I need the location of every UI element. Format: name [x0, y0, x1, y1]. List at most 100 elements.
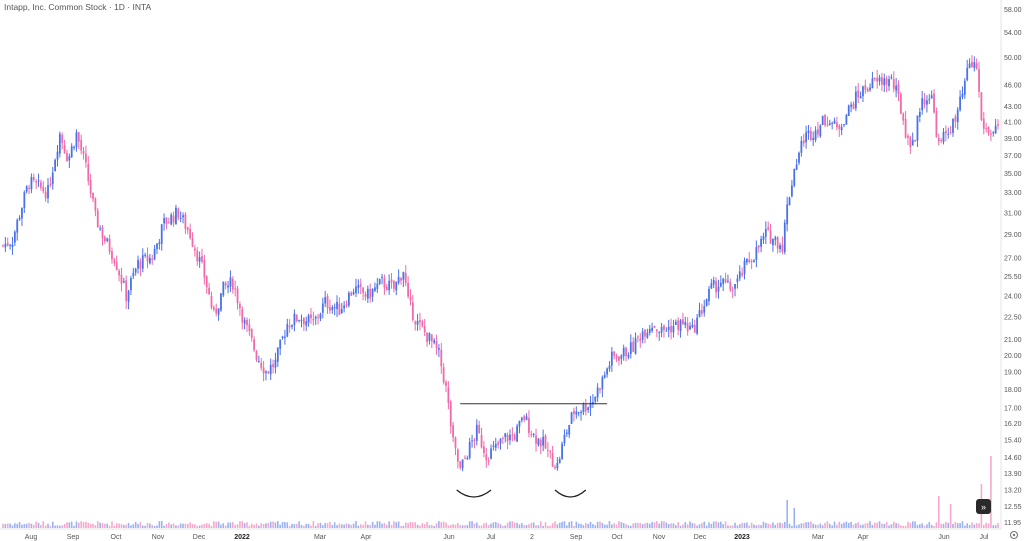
- volume-bar: [881, 523, 883, 528]
- y-tick-label: 12.55: [1004, 504, 1022, 511]
- volume-bar: [753, 524, 755, 528]
- candle-body: [926, 100, 928, 105]
- candle-body: [705, 299, 708, 306]
- gear-icon: [1009, 530, 1019, 540]
- volume-bar: [163, 525, 165, 528]
- volume-bar: [594, 525, 597, 528]
- candle-body: [279, 339, 282, 349]
- candle-body: [501, 437, 504, 439]
- candle-body: [582, 404, 585, 413]
- volume-bar: [793, 508, 796, 528]
- y-tick-label: 24.00: [1004, 294, 1022, 301]
- volume-bar: [340, 524, 343, 528]
- candle-body: [262, 367, 265, 374]
- candle-body: [596, 387, 599, 398]
- candle-body: [324, 297, 327, 304]
- candle-body: [160, 224, 163, 244]
- volume-bar: [644, 523, 646, 528]
- volume-bar: [198, 525, 201, 528]
- candle-body: [817, 129, 819, 135]
- volume-bar: [561, 521, 563, 528]
- candle-body: [665, 330, 668, 332]
- candle-body: [435, 341, 438, 349]
- volume-bar: [632, 523, 634, 528]
- candle-body: [776, 237, 779, 249]
- candle-body: [132, 272, 135, 277]
- candle-body: [670, 325, 672, 333]
- volume-bar: [919, 524, 921, 528]
- y-tick-label: 33.00: [1004, 190, 1022, 197]
- candle-body: [383, 277, 386, 288]
- candle-body: [366, 288, 369, 299]
- volume-bar: [921, 523, 923, 528]
- candle-body: [130, 278, 132, 291]
- candle-body: [165, 217, 168, 225]
- volume-bar: [402, 525, 405, 528]
- volume-bar: [698, 524, 701, 528]
- candle-body: [864, 85, 867, 90]
- volume-bar: [930, 524, 933, 528]
- candle-body: [18, 217, 21, 220]
- volume-bar: [592, 524, 594, 528]
- volume-bar: [570, 521, 573, 528]
- candle-body: [809, 131, 812, 140]
- volume-bar: [521, 523, 523, 528]
- candle-body: [760, 238, 762, 247]
- volume-bar: [423, 524, 426, 528]
- candle-body: [589, 402, 592, 408]
- volume-bar: [767, 523, 770, 528]
- candle-body: [840, 127, 843, 131]
- volume-bar: [250, 523, 253, 528]
- volume-bar: [935, 522, 938, 528]
- x-tick-label: Oct: [111, 534, 122, 541]
- volume-bar: [923, 525, 926, 528]
- volume-bar: [182, 523, 184, 528]
- y-tick-label: 13.90: [1004, 471, 1022, 478]
- x-tick-label: Nov: [653, 534, 666, 541]
- candle-body: [248, 324, 251, 331]
- volume-bar: [684, 522, 687, 528]
- volume-bar: [94, 525, 97, 528]
- candle-body: [326, 295, 329, 309]
- candle-body: [525, 416, 528, 421]
- y-tick-label: 31.00: [1004, 210, 1022, 217]
- volume-bar: [888, 525, 890, 528]
- volume-bar: [92, 523, 94, 528]
- candle-body: [127, 291, 130, 302]
- candle-body: [175, 207, 177, 225]
- y-tick-label: 29.00: [1004, 232, 1022, 239]
- volume-bar: [51, 521, 54, 528]
- volume-bar: [227, 522, 229, 528]
- volume-bar: [847, 523, 850, 528]
- candle-body: [627, 354, 630, 358]
- candle-body: [212, 307, 215, 310]
- volume-bar: [239, 521, 241, 528]
- candle-body: [357, 285, 360, 289]
- candle-body: [532, 433, 535, 435]
- candle-body: [485, 454, 488, 461]
- volume-bar: [627, 525, 630, 528]
- volume-bar: [312, 521, 315, 528]
- volume-bar: [471, 521, 473, 528]
- volume-bar: [89, 523, 92, 528]
- candle-body: [902, 113, 905, 121]
- volume-bar: [798, 524, 800, 528]
- volume-bar: [156, 525, 158, 528]
- volume-bar: [277, 521, 279, 528]
- candle-body: [347, 292, 350, 306]
- volume-bar: [701, 523, 703, 528]
- candle-body: [677, 320, 680, 330]
- volume-bar: [814, 524, 817, 528]
- candle-body: [146, 255, 149, 262]
- volume-bar: [127, 522, 130, 528]
- y-tick-label: 16.20: [1004, 421, 1022, 428]
- candle-body: [708, 288, 710, 302]
- volume-bar: [170, 524, 173, 528]
- volume-bar: [987, 523, 990, 528]
- volume-bar: [968, 525, 971, 528]
- candle-body: [691, 324, 694, 327]
- volume-bar: [563, 521, 566, 528]
- volume-bar: [385, 524, 388, 528]
- candle-body: [137, 259, 139, 269]
